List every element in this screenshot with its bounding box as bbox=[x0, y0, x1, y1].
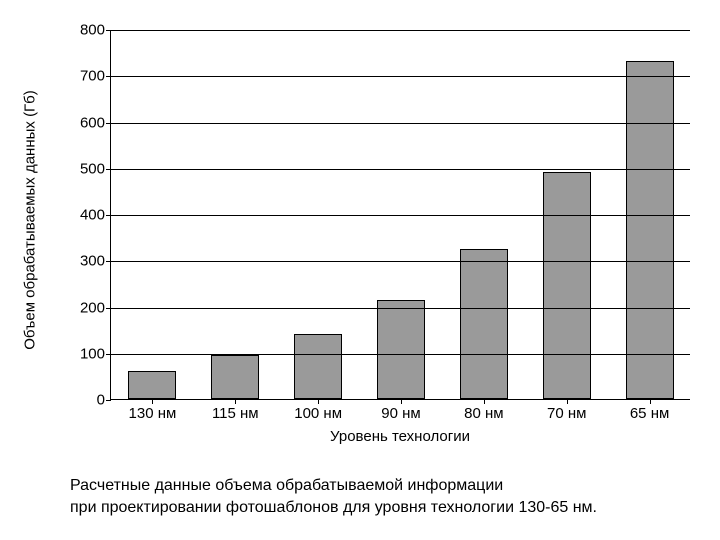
bar bbox=[377, 300, 425, 399]
x-axis-label: Уровень технологии bbox=[110, 428, 690, 445]
bar bbox=[626, 61, 674, 399]
x-tick-label: 90 нм bbox=[381, 399, 420, 422]
y-tick-label: 300 bbox=[80, 253, 111, 270]
gridline bbox=[111, 354, 690, 355]
y-tick-label: 0 bbox=[97, 392, 111, 409]
gridline bbox=[111, 169, 690, 170]
x-tick-label: 130 нм bbox=[129, 399, 177, 422]
bar bbox=[128, 371, 176, 399]
y-tick-label: 100 bbox=[80, 345, 111, 362]
bar bbox=[211, 355, 259, 399]
y-tick-label: 500 bbox=[80, 160, 111, 177]
y-tick-label: 200 bbox=[80, 299, 111, 316]
gridline bbox=[111, 308, 690, 309]
y-axis-label: Объем обрабатываемых данных (Гб) bbox=[22, 90, 39, 350]
bar bbox=[543, 172, 591, 399]
x-tick-label: 65 нм bbox=[630, 399, 669, 422]
caption-line-2: при проектировании фотошаблонов для уров… bbox=[70, 497, 597, 519]
y-tick-label: 600 bbox=[80, 114, 111, 131]
bar bbox=[460, 249, 508, 399]
x-tick-label: 80 нм bbox=[464, 399, 503, 422]
caption-line-1: Расчетные данные объема обрабатываемой и… bbox=[70, 475, 597, 497]
x-tick-label: 70 нм bbox=[547, 399, 586, 422]
x-tick-label: 115 нм bbox=[212, 399, 259, 422]
plot-area: 0100200300400500600700800130 нм115 нм100… bbox=[110, 30, 690, 400]
caption: Расчетные данные объема обрабатываемой и… bbox=[70, 475, 597, 518]
x-tick-label: 100 нм bbox=[294, 399, 342, 422]
gridline bbox=[111, 215, 690, 216]
bar bbox=[294, 334, 342, 399]
chart-container: Объем обрабатываемых данных (Гб) 0100200… bbox=[0, 0, 720, 540]
gridline bbox=[111, 30, 690, 31]
gridline bbox=[111, 76, 690, 77]
y-tick-label: 400 bbox=[80, 207, 111, 224]
y-tick-label: 700 bbox=[80, 68, 111, 85]
gridline bbox=[111, 123, 690, 124]
y-tick-label: 800 bbox=[80, 22, 111, 39]
gridline bbox=[111, 261, 690, 262]
